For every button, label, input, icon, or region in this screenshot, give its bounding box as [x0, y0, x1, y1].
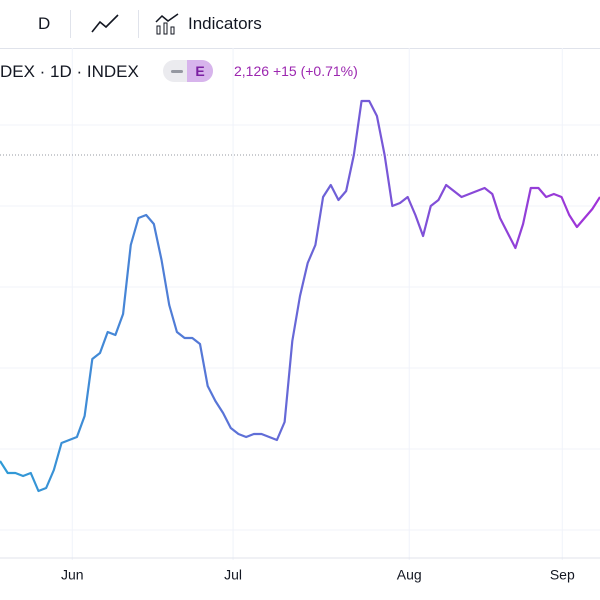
x-tick-label: Jul [224, 567, 242, 583]
indicators-icon[interactable] [154, 12, 180, 36]
dash [171, 70, 183, 73]
symbol: DEX · 1D · INDEX [0, 62, 139, 81]
price-line [0, 99, 600, 493]
x-tick-label: Sep [550, 567, 575, 583]
x-tick-label: Aug [397, 567, 422, 583]
last: 2,126 [234, 63, 270, 79]
separator [138, 10, 139, 38]
price: 2,126 +15 (+0.71%) [234, 63, 358, 79]
change-percent: (+0.71%) [300, 63, 358, 79]
x-tick-label: Jun [61, 567, 84, 583]
interval-button[interactable]: D [38, 14, 51, 33]
toolbar: D Indicators [0, 0, 600, 49]
badge: E [187, 60, 213, 82]
change: +15 [272, 63, 297, 79]
indicators-button[interactable]: Indicators [188, 14, 262, 33]
separator [70, 10, 71, 38]
chart-type-icon[interactable] [90, 12, 120, 36]
badge-pill[interactable]: E [163, 60, 213, 82]
